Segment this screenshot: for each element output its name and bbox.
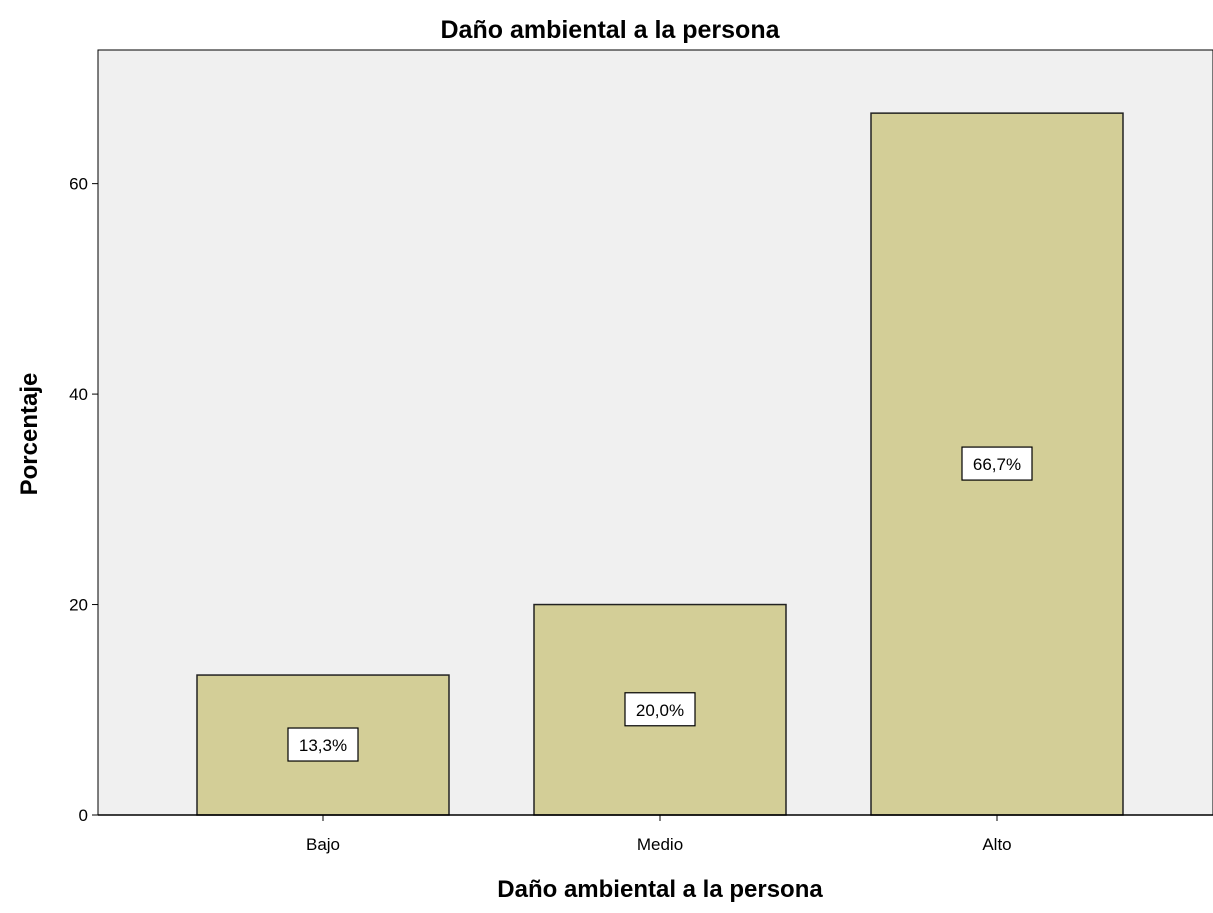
y-tick-label: 40 [69, 385, 88, 404]
data-label-text: 66,7% [973, 455, 1021, 474]
data-label-box [624, 692, 696, 727]
data-labels-group: 13,3% 20,0% 66,7% [287, 446, 1033, 762]
y-ticks-group: 0 20 40 60 [69, 175, 98, 825]
x-tick-label: Medio [637, 835, 683, 854]
data-label-medio: 20,0% [624, 692, 696, 727]
y-tick-label: 60 [69, 175, 88, 194]
x-tick-label: Bajo [306, 835, 340, 854]
y-axis-label: Porcentaje [16, 373, 43, 496]
y-tick-label: 0 [79, 806, 88, 825]
x-tick-label: Alto [982, 835, 1011, 854]
x-ticks-group: Bajo Medio Alto [306, 815, 1012, 854]
chart-title: Daño ambiental a la persona [441, 16, 781, 44]
data-label-text: 13,3% [299, 736, 347, 755]
y-tick-label: 20 [69, 596, 88, 615]
data-label-box [287, 727, 359, 762]
data-label-box [961, 446, 1033, 481]
data-label-bajo: 13,3% [287, 727, 359, 762]
data-label-alto: 66,7% [961, 446, 1033, 481]
axes-group [97, 50, 1213, 816]
data-label-text: 20,0% [636, 701, 684, 720]
x-axis-label: Daño ambiental a la persona [497, 876, 823, 903]
